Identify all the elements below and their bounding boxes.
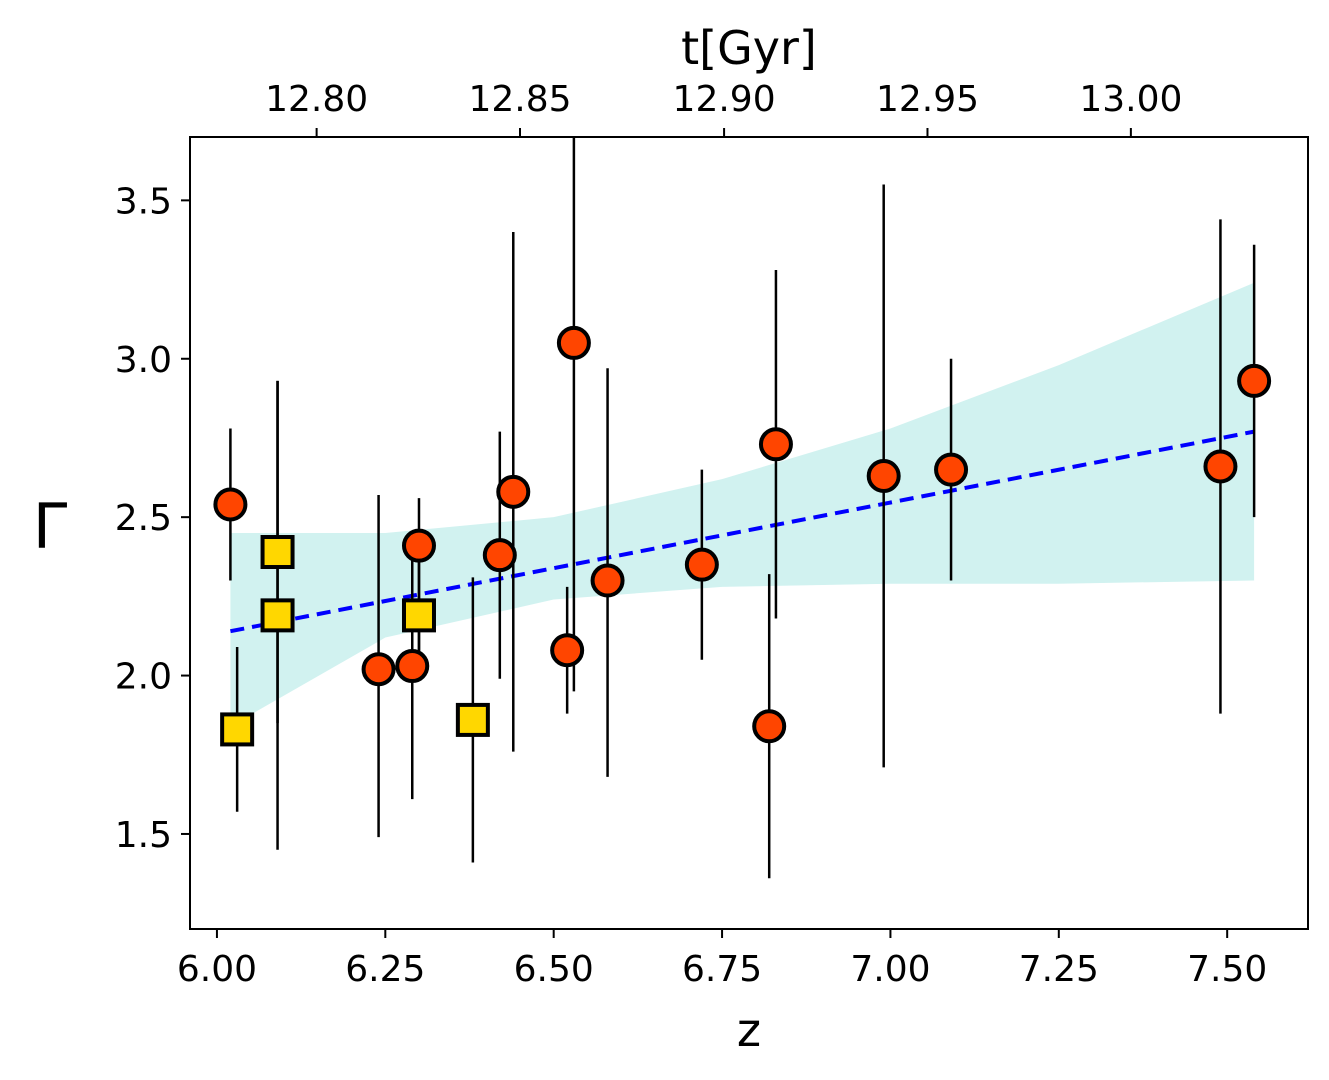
top-tick-label: 12.90 bbox=[673, 79, 776, 120]
y-tick-label: 3.5 bbox=[115, 181, 172, 222]
ticks-layer: 6.00 6.25 6.50 6.75 7.00 7.25 7.50 1.5 2.0 2.5 3.0… bbox=[115, 79, 1268, 990]
data-point-circle bbox=[934, 452, 969, 487]
y-tick-label: 2.0 bbox=[115, 657, 172, 698]
x-tick-label: 7.25 bbox=[1019, 949, 1099, 990]
data-point-circle bbox=[590, 563, 625, 598]
confidence-band-layer bbox=[230, 282, 1255, 727]
top-tick-label: 12.80 bbox=[265, 79, 368, 120]
y-axis-label: Γ bbox=[33, 490, 68, 563]
data-point-circle bbox=[866, 458, 901, 493]
fit-line-layer bbox=[230, 429, 1255, 634]
y-tick-label: 3.0 bbox=[115, 340, 172, 381]
data-point-square bbox=[401, 598, 436, 633]
data-point-circle bbox=[213, 487, 248, 522]
data-point-circle bbox=[482, 538, 517, 573]
data-point-square bbox=[260, 598, 295, 633]
data-point-circle bbox=[1203, 449, 1238, 484]
y-tick-label: 2.5 bbox=[115, 498, 172, 539]
data-point-circle bbox=[496, 474, 531, 509]
data-point-circle bbox=[752, 709, 787, 744]
points-layer bbox=[213, 325, 1272, 747]
x-tick-label: 6.50 bbox=[514, 949, 594, 990]
fit-line bbox=[230, 429, 1255, 634]
data-point-circle bbox=[684, 547, 719, 582]
top-tick-label: 12.85 bbox=[468, 79, 571, 120]
data-point-circle bbox=[401, 528, 436, 563]
plot-frame bbox=[189, 136, 1309, 930]
x-tick-label: 6.25 bbox=[345, 949, 425, 990]
data-point-circle bbox=[556, 325, 591, 360]
data-point-circle bbox=[1237, 363, 1272, 398]
top-axis-label: t[Gyr] bbox=[681, 21, 817, 75]
confidence-band bbox=[230, 282, 1255, 727]
data-point-circle bbox=[550, 633, 585, 668]
data-point-square bbox=[260, 535, 295, 570]
x-tick-label: 6.00 bbox=[177, 949, 257, 990]
x-tick-label: 7.50 bbox=[1187, 949, 1267, 990]
data-point-square bbox=[455, 702, 490, 737]
y-tick-label: 1.5 bbox=[115, 815, 172, 856]
data-point-circle bbox=[395, 649, 430, 684]
x-axis-label: z bbox=[737, 1003, 761, 1057]
data-point-circle bbox=[361, 652, 396, 687]
x-tick-label: 7.00 bbox=[850, 949, 930, 990]
top-tick-label: 12.95 bbox=[876, 79, 979, 120]
top-tick-label: 13.00 bbox=[1079, 79, 1182, 120]
x-tick-label: 6.75 bbox=[682, 949, 762, 990]
data-point-circle bbox=[758, 427, 793, 462]
data-point-square bbox=[220, 712, 255, 747]
